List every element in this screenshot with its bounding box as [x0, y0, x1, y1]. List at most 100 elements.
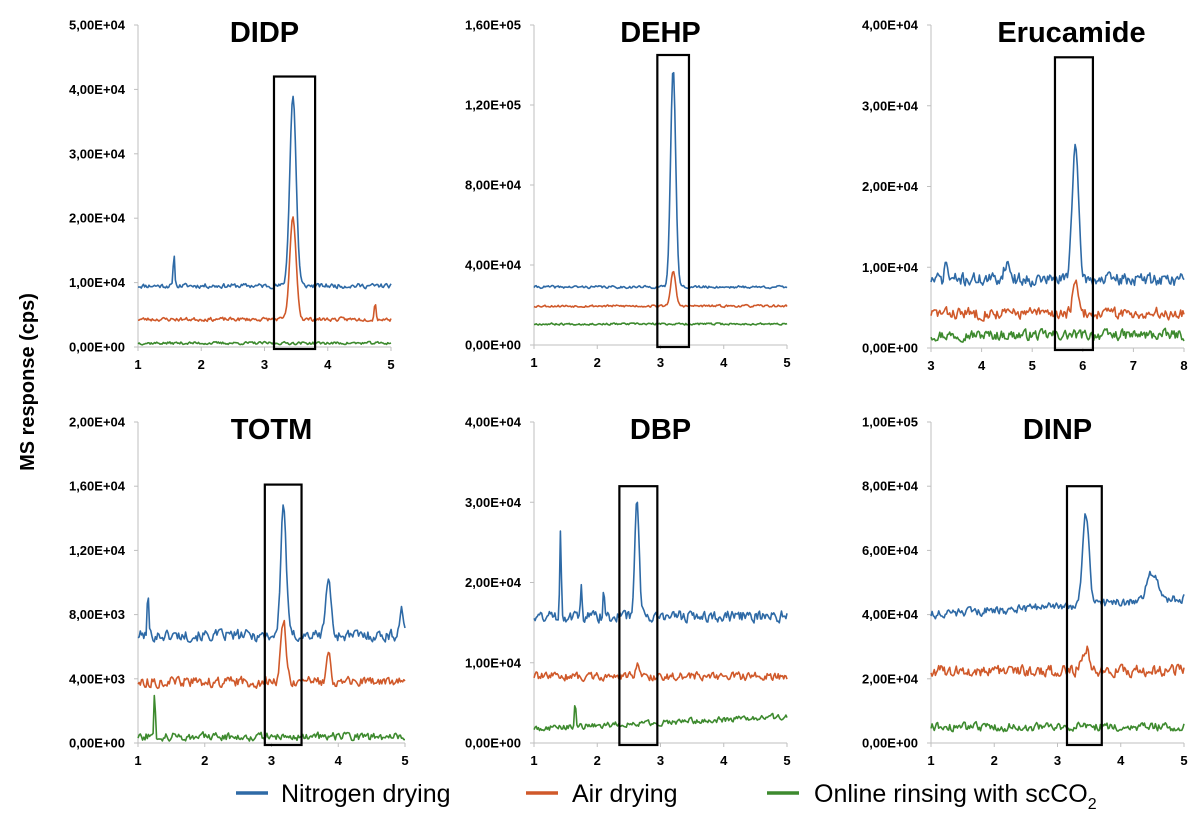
x-tick-label: 4: [335, 753, 343, 768]
x-tick-label: 8: [1180, 358, 1187, 373]
y-tick-label: 4,00E+04: [862, 607, 919, 622]
panel-dbp: 0,00E+00 1,00E+04 2,00E+04 3,00E+04 4,00E+04…: [465, 414, 791, 768]
x-tick-label: 1: [927, 753, 934, 768]
peak-highlight-box: [1053, 56, 1095, 352]
series-line-air-drying: [137, 216, 392, 323]
panel-title: DEHP: [620, 17, 701, 49]
panel-didp: 0,00E+00 1,00E+04 2,00E+04 3,00E+04 4,00E+04…: [69, 17, 395, 372]
y-tick-label: 1,00E+04: [465, 655, 522, 670]
series-line-air-drying: [533, 270, 788, 309]
series-line-online-rinsing: [930, 327, 1185, 343]
x-tick-label: 2: [201, 753, 208, 768]
series-line-online-rinsing: [533, 704, 788, 732]
y-tick-label: 1,20E+05: [465, 98, 521, 113]
x-tick-label: 5: [387, 357, 394, 372]
y-tick-label: 0,00E+00: [862, 341, 918, 356]
x-tick-label: 2: [991, 753, 998, 768]
series-line-nitrogen-drying: [137, 95, 392, 290]
series-line-air-drying: [137, 619, 406, 690]
legend-label-online-rinsing-subscript: 2: [1088, 796, 1097, 813]
panel-title: DINP: [1023, 414, 1092, 446]
x-tick-label: 2: [594, 753, 601, 768]
x-tick-label: 1: [530, 355, 537, 370]
x-tick-label: 5: [1029, 358, 1036, 373]
x-tick-label: 4: [978, 358, 986, 373]
legend-entry-nitrogen-drying: Nitrogen drying: [236, 780, 451, 808]
series-line-online-rinsing: [137, 340, 392, 346]
y-tick-label: 1,20E+04: [69, 543, 126, 558]
panel-title: TOTM: [231, 414, 313, 446]
y-tick-label: 2,00E+04: [69, 211, 126, 226]
panel-title: DBP: [630, 414, 691, 446]
series-line-nitrogen-drying: [930, 513, 1185, 620]
panel-totm: 0,00E+00 4,00E+03 8,00E+03 1,20E+04 1,60E+04…: [69, 414, 409, 768]
y-tick-label: 4,00E+04: [862, 18, 919, 33]
x-tick-label: 1: [134, 357, 141, 372]
x-tick-label: 4: [324, 357, 332, 372]
y-tick-label: 1,00E+04: [862, 260, 919, 275]
peak-highlight-box: [618, 485, 659, 747]
y-tick-label: 1,00E+04: [69, 275, 126, 290]
x-tick-label: 3: [657, 753, 664, 768]
y-tick-label: 0,00E+00: [862, 736, 918, 751]
x-tick-label: 4: [1117, 753, 1125, 768]
legend-entry-air-drying: Air drying: [526, 780, 678, 808]
peak-highlight-box: [263, 483, 303, 747]
panel-title: DIDP: [230, 17, 299, 49]
x-tick-label: 2: [594, 355, 601, 370]
legend-entry-online-rinsing: Online rinsing with scCO2: [767, 780, 1097, 813]
y-tick-label: 5,00E+04: [69, 18, 126, 33]
series-line-air-drying: [930, 279, 1185, 322]
legend-label-online-rinsing-main: Online rinsing with scCO: [814, 780, 1088, 808]
legend: Nitrogen drying Air drying Online rinsin…: [236, 780, 1097, 813]
x-tick-label: 4: [720, 355, 728, 370]
y-axis-label: MS response (cps): [17, 293, 39, 471]
series-line-online-rinsing: [137, 694, 405, 742]
series-line-nitrogen-drying: [930, 143, 1185, 288]
y-tick-label: 4,00E+04: [69, 82, 126, 97]
peak-highlight-box: [1065, 485, 1103, 747]
x-tick-label: 1: [530, 753, 537, 768]
panel-dinp: 0,00E+00 2,00E+04 4,00E+04 6,00E+04 8,00E+04…: [862, 414, 1188, 768]
legend-label-air-drying: Air drying: [572, 780, 678, 808]
panels: 0,00E+00 1,00E+04 2,00E+04 3,00E+04 4,00E+04…: [69, 17, 1188, 768]
x-tick-label: 7: [1130, 358, 1137, 373]
x-tick-label: 3: [268, 753, 275, 768]
y-tick-label: 1,60E+04: [69, 479, 126, 494]
y-tick-label: 0,00E+00: [69, 736, 125, 751]
x-tick-label: 5: [1180, 753, 1187, 768]
peak-highlight-box: [656, 53, 691, 349]
panel-dehp: 0,00E+00 4,00E+04 8,00E+04 1,20E+05 1,60E+05…: [465, 17, 791, 370]
legend-label-nitrogen-drying: Nitrogen drying: [281, 780, 451, 808]
x-tick-label: 3: [261, 357, 268, 372]
x-tick-label: 3: [927, 358, 934, 373]
x-tick-label: 6: [1079, 358, 1086, 373]
y-tick-label: 0,00E+00: [69, 340, 125, 355]
y-tick-label: 2,00E+04: [862, 671, 919, 686]
y-tick-label: 3,00E+04: [862, 98, 919, 113]
y-tick-label: 8,00E+04: [465, 178, 522, 193]
x-tick-label: 5: [783, 355, 790, 370]
x-tick-label: 3: [657, 355, 664, 370]
y-tick-label: 2,00E+04: [862, 179, 919, 194]
x-tick-label: 3: [1054, 753, 1061, 768]
series-line-nitrogen-drying: [533, 501, 788, 624]
x-tick-label: 2: [198, 357, 205, 372]
x-tick-label: 5: [783, 753, 790, 768]
y-tick-label: 2,00E+04: [465, 575, 522, 590]
x-tick-label: 4: [720, 753, 728, 768]
y-tick-label: 4,00E+04: [465, 258, 522, 273]
y-tick-label: 3,00E+04: [465, 495, 522, 510]
legend-label-online-rinsing: Online rinsing with scCO2: [814, 780, 1097, 813]
series-line-online-rinsing: [930, 720, 1185, 733]
series-line-air-drying: [533, 662, 788, 683]
y-tick-label: 1,00E+05: [862, 415, 918, 430]
y-tick-label: 2,00E+04: [69, 415, 126, 430]
y-tick-label: 8,00E+03: [69, 607, 125, 622]
y-tick-label: 4,00E+04: [465, 415, 522, 430]
y-tick-label: 4,00E+03: [69, 671, 125, 686]
y-tick-label: 0,00E+00: [465, 338, 521, 353]
series-line-nitrogen-drying: [533, 71, 788, 290]
series-line-nitrogen-drying: [137, 504, 406, 644]
series-line-air-drying: [930, 645, 1185, 679]
